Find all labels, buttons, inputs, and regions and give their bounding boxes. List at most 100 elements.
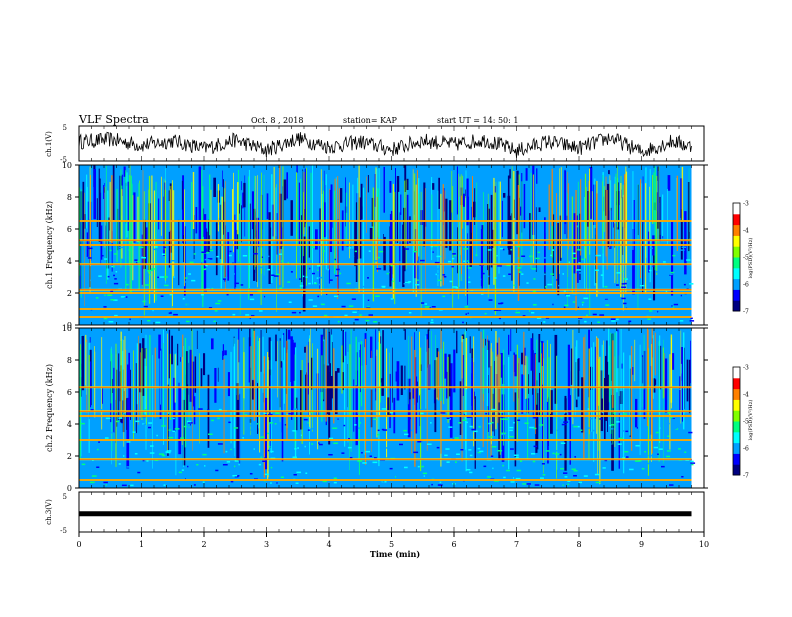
spectrogram-speckle xyxy=(123,455,125,457)
spectrogram-cell xyxy=(485,338,486,346)
spectrogram-speckle xyxy=(113,274,115,277)
spectrogram-speckle xyxy=(230,480,234,483)
spectrogram-burst xyxy=(252,329,254,379)
spectrogram-speckle xyxy=(521,273,524,275)
spectrogram-speckle xyxy=(586,464,591,467)
spectrogram-burst xyxy=(183,346,184,467)
spectrogram-cell xyxy=(80,363,83,370)
spectrogram-speckle xyxy=(105,417,111,420)
spectrogram-cell xyxy=(559,215,562,261)
spectrogram-burst xyxy=(262,336,264,393)
spectrogram-speckle xyxy=(690,460,694,463)
spectrogram-speckle xyxy=(104,294,106,296)
spectrogram-speckle xyxy=(506,469,510,472)
spectrogram-burst xyxy=(652,335,654,399)
spectrogram-cell xyxy=(472,201,476,218)
spectrogram-cell xyxy=(298,182,301,246)
spectrogram-speckle xyxy=(551,310,555,312)
colorbar-tick-label: -3 xyxy=(743,365,749,372)
xtick-label: 0 xyxy=(76,540,81,549)
spectrogram-cell xyxy=(604,378,606,440)
spectrogram-speckle xyxy=(161,425,166,427)
spectrogram-speckle xyxy=(680,294,682,297)
spectrogram-speckle xyxy=(90,279,95,282)
spectrogram-cell xyxy=(367,175,369,193)
spectrogram-burst xyxy=(237,182,239,235)
spectrogram-speckle xyxy=(533,417,538,419)
spectrogram-cell xyxy=(222,344,224,356)
spectrogram-speckle xyxy=(659,427,661,429)
spectrogram-speckle xyxy=(103,317,108,320)
spectrogram-burst xyxy=(601,344,603,399)
spectrogram-burst xyxy=(437,351,440,401)
spectrogram-speckle xyxy=(120,296,126,298)
spectrogram-speckle xyxy=(673,303,679,306)
spectrogram-burst xyxy=(321,193,323,245)
spectrogram-speckle xyxy=(317,269,319,272)
spectrogram-burst xyxy=(94,346,95,410)
spectrogram-burst xyxy=(161,176,162,236)
spectrogram-burst xyxy=(414,349,416,467)
spectrogram-speckle xyxy=(689,283,694,285)
spectrogram-speckle xyxy=(409,417,411,420)
spectrogram-speckle xyxy=(283,484,285,487)
spectrogram-speckle xyxy=(237,467,239,470)
spectrogram-burst xyxy=(420,191,422,317)
spectrogram-burst xyxy=(345,192,347,244)
spectrogram-speckle xyxy=(347,446,352,449)
spectrogram-speckle xyxy=(87,247,93,250)
spectrogram-speckle xyxy=(128,249,131,251)
spectrogram-speckle xyxy=(573,416,578,418)
spectrogram-speckle xyxy=(299,311,301,314)
spectrogram-speckle xyxy=(494,277,497,279)
spectrogram-cell xyxy=(283,333,285,361)
spectrogram-speckle xyxy=(306,310,308,312)
spectrogram-burst xyxy=(125,349,127,400)
spectrogram-speckle xyxy=(166,451,171,454)
spectrogram-cell xyxy=(648,231,650,273)
spectrogram-speckle xyxy=(449,484,454,487)
spectrogram-band-core xyxy=(79,316,692,318)
spectrogram-speckle xyxy=(653,446,658,449)
spectrogram-speckle xyxy=(448,426,453,428)
spectrogram-speckle xyxy=(103,481,108,484)
spectrogram-burst xyxy=(637,184,639,311)
spectrogram-speckle xyxy=(624,282,627,285)
spectrogram-speckle xyxy=(616,284,619,286)
spectrogram-cell xyxy=(488,208,490,285)
spectrogram-speckle xyxy=(202,261,204,264)
spectrogram-cell xyxy=(404,365,406,390)
spectrogram-speckle xyxy=(308,282,311,285)
spectrogram-speckle xyxy=(467,312,469,315)
spectrogram-speckle xyxy=(405,281,410,284)
spectrogram-speckle xyxy=(299,278,301,280)
colorbar-tick-label: -6 xyxy=(743,282,749,289)
ytick-label: 4 xyxy=(67,420,72,429)
spectrogram-speckle xyxy=(110,299,115,301)
spectrogram-burst xyxy=(498,337,500,403)
spectrogram-speckle xyxy=(333,295,338,298)
spectrogram-speckle xyxy=(445,448,450,450)
spectrogram-cell xyxy=(304,209,306,228)
spectrogram-speckle xyxy=(208,433,213,435)
spectrogram-speckle xyxy=(279,287,284,289)
spectrogram-speckle xyxy=(533,445,538,448)
spectrogram-burst xyxy=(599,356,601,485)
spectrogram-cell xyxy=(404,165,407,192)
spectrogram-cell xyxy=(589,167,593,219)
spectrogram-speckle xyxy=(515,456,519,458)
spectrogram-burst xyxy=(518,358,520,414)
spectrogram-burst xyxy=(145,334,147,450)
spectrogram-speckle xyxy=(392,451,398,454)
spectrogram-speckle xyxy=(567,480,571,482)
spectrogram-cell xyxy=(501,200,503,238)
spectrogram-cell xyxy=(618,396,620,469)
spectrogram-burst xyxy=(155,181,157,301)
spectrogram-cell xyxy=(642,176,644,224)
spectrogram-cell xyxy=(399,212,401,282)
spectrogram-speckle xyxy=(658,448,663,450)
spectrogram-speckle xyxy=(668,422,670,425)
spectrogram-speckle xyxy=(552,452,555,455)
spectrogram-speckle xyxy=(563,472,568,474)
spectrogram-burst xyxy=(658,166,660,246)
